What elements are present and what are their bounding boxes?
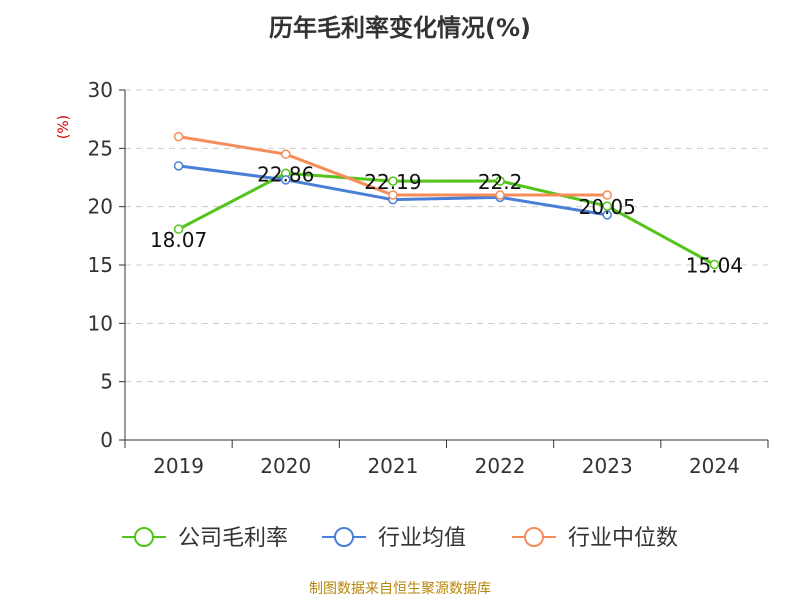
data-point — [388, 176, 398, 186]
legend-label: 公司毛利率 — [178, 526, 288, 551]
data-point — [173, 161, 184, 171]
legend-label: 行业均值 — [378, 526, 466, 551]
axes: 0 5 10 15 20 25 30 (%) 2019 2020 2021 2022 2023 2024 — [56, 78, 769, 478]
data-label: 22.2 — [478, 170, 523, 194]
legend: 公司毛利率 行业均值 行业中位数 — [122, 526, 678, 551]
chart-title: 历年毛利率变化情况(%) — [269, 14, 531, 42]
y-tick-label: 25 — [88, 136, 113, 160]
x-tick-label: 2020 — [260, 454, 311, 478]
data-point — [173, 131, 184, 142]
x-tick-label: 2024 — [689, 454, 740, 478]
data-point — [602, 190, 612, 200]
data-point — [495, 176, 505, 186]
legend-item: 公司毛利率 — [122, 526, 288, 551]
data-point — [281, 175, 291, 185]
data-label: 22.19 — [364, 170, 421, 194]
y-tick-label: 10 — [88, 311, 113, 335]
legend-swatch-marker — [524, 527, 544, 547]
series-line — [177, 171, 716, 266]
legend-swatch-marker — [334, 527, 354, 547]
legend-swatch-marker — [134, 527, 154, 547]
data-point — [602, 210, 612, 220]
x-tick-label: 2021 — [367, 454, 418, 478]
y-tick-label: 15 — [88, 253, 113, 277]
legend-label: 行业中位数 — [568, 526, 678, 551]
legend-item: 行业中位数 — [512, 526, 678, 551]
data-label: 15.04 — [686, 254, 743, 278]
data-point — [173, 224, 184, 234]
data-point — [709, 259, 720, 270]
data-label: 20.05 — [579, 195, 636, 219]
x-tick-label: 2019 — [153, 454, 204, 478]
data-point — [495, 190, 505, 200]
y-tick-label: 20 — [88, 195, 113, 219]
x-tick-label: 2023 — [582, 454, 633, 478]
legend-item: 行业均值 — [322, 526, 466, 551]
y-axis-label: (%) — [56, 115, 72, 139]
y-tick-label: 30 — [88, 78, 113, 102]
data-label: 22.86 — [257, 162, 314, 186]
data-label: 18.07 — [150, 228, 207, 252]
y-tick-label: 5 — [100, 370, 113, 394]
series-lines — [173, 131, 720, 270]
grid-lines — [125, 89, 768, 383]
data-point — [388, 190, 398, 200]
y-tick-label: 0 — [100, 428, 113, 452]
data-point — [281, 149, 291, 159]
data-labels: 18.07 22.86 22.19 22.2 20.05 15.04 — [150, 162, 743, 277]
x-tick-label: 2022 — [475, 454, 526, 478]
source-note: 制图数据来自恒生聚源数据库 — [309, 581, 491, 597]
